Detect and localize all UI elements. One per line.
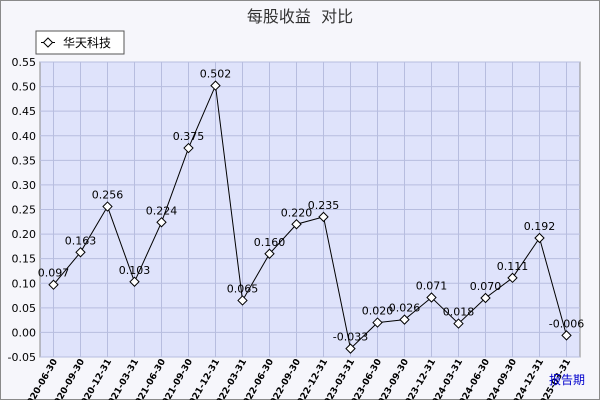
data-point [318, 211, 329, 223]
data-label: 0.097 [38, 267, 70, 280]
y-tick-label: -0.05 [8, 351, 36, 364]
x-axis-label: 报告期 [549, 372, 585, 387]
data-label: 0.065 [227, 282, 259, 295]
data-point [183, 142, 194, 154]
legend-series-name: 华天科技 [63, 36, 111, 50]
legend: 华天科技 [35, 30, 125, 55]
data-points [48, 80, 572, 354]
series-line [53, 83, 567, 350]
data-label: 0.502 [200, 68, 232, 81]
gridlines [40, 61, 580, 358]
data-label: 0.026 [389, 302, 421, 315]
y-tick-label: 0.45 [12, 105, 37, 118]
legend-box [35, 30, 125, 55]
data-point [156, 217, 167, 228]
legend-diamond-icon [42, 37, 54, 48]
y-tick-label: 0.30 [12, 179, 37, 192]
data-point [534, 232, 545, 244]
data-point [345, 343, 356, 354]
data-label: 0.160 [254, 236, 286, 249]
data-label: 0.071 [416, 280, 448, 293]
data-point [210, 80, 221, 91]
y-axis-tick-labels: 0.55 0.50 0.45 0.40 0.35 0.30 0.25 0.20 0.15 0.10… [8, 56, 36, 364]
y-tick-label: 0.40 [12, 130, 37, 143]
data-point [399, 314, 410, 325]
y-tick-label: 0.15 [12, 253, 37, 266]
y-tick-label: 0.05 [12, 302, 37, 315]
data-label: -0.006 [549, 317, 584, 330]
data-labels: 0.097 0.163 0.256 0.103 0.224 0.375 0.502 0.065… [38, 68, 584, 344]
data-point [48, 279, 59, 290]
data-label: 0.020 [362, 305, 394, 318]
data-point [372, 317, 383, 328]
data-point [129, 276, 140, 287]
y-tick-label: 0.00 [12, 326, 37, 339]
data-label: 0.163 [65, 234, 97, 247]
y-tick-label: 0.25 [12, 204, 37, 217]
x-axis-tick-labels: 2020-06-302020-09-302020-12-312021-03-31… [23, 358, 573, 400]
data-label: 0.111 [497, 260, 529, 273]
data-label: 0.224 [146, 204, 178, 217]
y-tick-label: 0.20 [12, 228, 37, 241]
y-tick-label: 0.35 [12, 154, 37, 167]
data-point [561, 330, 572, 341]
data-label: 0.192 [524, 220, 556, 233]
data-point [507, 272, 518, 284]
data-label: 0.220 [281, 206, 313, 219]
data-label: -0.033 [333, 331, 368, 344]
y-tick-label: 0.55 [12, 56, 37, 69]
data-point [426, 292, 437, 303]
y-tick-label: 0.50 [12, 81, 37, 94]
data-label: 0.375 [173, 130, 205, 143]
series-line-group [53, 83, 567, 350]
data-point [237, 295, 248, 306]
data-point [480, 292, 491, 304]
data-label: 0.018 [443, 306, 475, 319]
data-point [291, 219, 302, 230]
data-label: 0.235 [308, 199, 340, 212]
data-point [453, 318, 464, 329]
data-label: 0.103 [119, 264, 151, 277]
data-label: 0.070 [470, 280, 502, 293]
data-point [102, 201, 113, 212]
data-point [264, 248, 275, 259]
data-label: 0.256 [92, 189, 124, 202]
y-tick-label: 0.10 [12, 277, 37, 290]
data-point [75, 247, 86, 258]
chart-title: 每股收益 对比 [247, 7, 353, 26]
